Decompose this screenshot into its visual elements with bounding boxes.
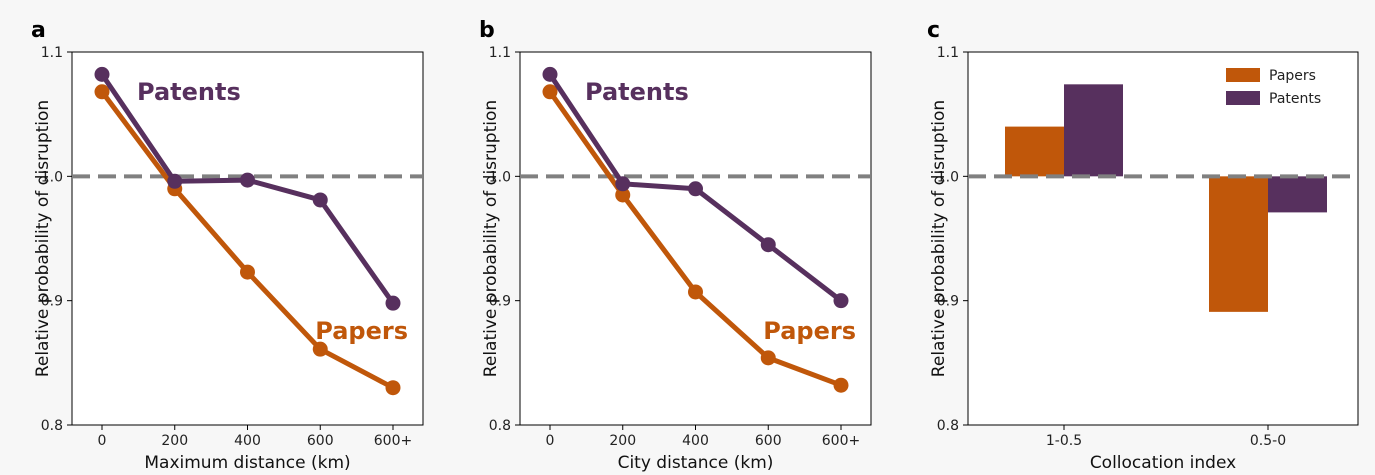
x-axis-label: City distance (km) (618, 453, 774, 473)
x-tick-label: 400 (682, 433, 709, 449)
data-point-papers (312, 341, 328, 357)
x-tick-label: 200 (609, 433, 636, 449)
x-axis-label: Collocation index (1090, 453, 1236, 473)
data-point-patents (167, 173, 183, 189)
y-tick-label: 1.1 (41, 45, 63, 61)
legend-label-papers: Papers (1269, 68, 1316, 84)
bar-papers (1005, 126, 1064, 177)
y-tick-label: 0.9 (937, 294, 959, 310)
bar-patents (1268, 176, 1327, 213)
data-point-patents (542, 66, 558, 82)
x-tick-label: 600+ (822, 433, 860, 449)
y-axis-label: Relative probability of disruption (33, 100, 53, 377)
y-tick-label: 1.0 (41, 169, 63, 185)
x-tick-label: 600 (755, 433, 782, 449)
panel-letter: a (31, 18, 46, 43)
y-tick-label: 1.0 (489, 169, 511, 185)
data-point-patents (385, 295, 401, 311)
bar-papers (1209, 176, 1268, 312)
y-tick-label: 1.1 (489, 45, 511, 61)
data-point-patents (833, 293, 849, 309)
data-point-papers (688, 284, 703, 300)
series-label-patents: Patents (585, 78, 689, 106)
y-tick-label: 0.8 (41, 418, 63, 434)
y-axis-label: Relative probability of disruption (929, 100, 949, 377)
plot-area (967, 51, 1359, 426)
data-point-papers (615, 187, 631, 203)
data-point-papers (760, 350, 776, 366)
x-tick-label: 0 (98, 433, 107, 449)
data-point-patents (615, 176, 631, 192)
data-point-patents (688, 181, 703, 197)
legend-label-patents: Patents (1269, 91, 1321, 107)
data-point-papers (542, 84, 558, 100)
data-point-patents (240, 172, 255, 188)
y-axis-label: Relative probability of disruption (481, 100, 501, 377)
x-tick-label: 400 (234, 433, 261, 449)
y-tick-label: 1.1 (937, 45, 959, 61)
panel-letter: b (479, 18, 495, 43)
legend-swatch-papers (1226, 68, 1260, 82)
data-point-patents (312, 192, 328, 208)
panel-b: b 0.8 0.9 1.0 1.1 Relative probability of dis… (479, 18, 872, 473)
y-tick-label: 1.0 (937, 169, 959, 185)
panel-letter: c (927, 18, 940, 43)
x-tick-label: 1-0.5 (1046, 433, 1082, 449)
panel-c: c 0.8 0.9 1.0 1.1 Relative probability of dis… (927, 18, 1359, 473)
data-point-patents (760, 237, 776, 253)
series-label-papers: Papers (315, 317, 408, 345)
series-label-papers: Papers (763, 317, 856, 345)
data-point-patents (94, 66, 110, 82)
y-tick-label: 0.9 (41, 294, 63, 310)
bar-patents (1064, 84, 1123, 177)
x-tick-label: 200 (161, 433, 188, 449)
x-tick-label: 0 (546, 433, 555, 449)
series-label-patents: Patents (137, 78, 241, 106)
x-axis-label: Maximum distance (km) (144, 453, 350, 473)
panel-a: a 0.8 0.9 1.0 1.1 Relative probability of dis… (31, 18, 424, 473)
data-point-papers (240, 264, 255, 280)
y-tick-label: 0.9 (489, 294, 511, 310)
data-point-papers (94, 84, 110, 100)
x-tick-label: 0.5-0 (1250, 433, 1286, 449)
legend-swatch-patents (1226, 91, 1260, 105)
x-tick-label: 600+ (374, 433, 412, 449)
y-tick-label: 0.8 (489, 418, 511, 434)
x-tick-label: 600 (307, 433, 334, 449)
data-point-papers (833, 377, 849, 393)
data-point-papers (385, 380, 401, 396)
y-tick-label: 0.8 (937, 418, 959, 434)
